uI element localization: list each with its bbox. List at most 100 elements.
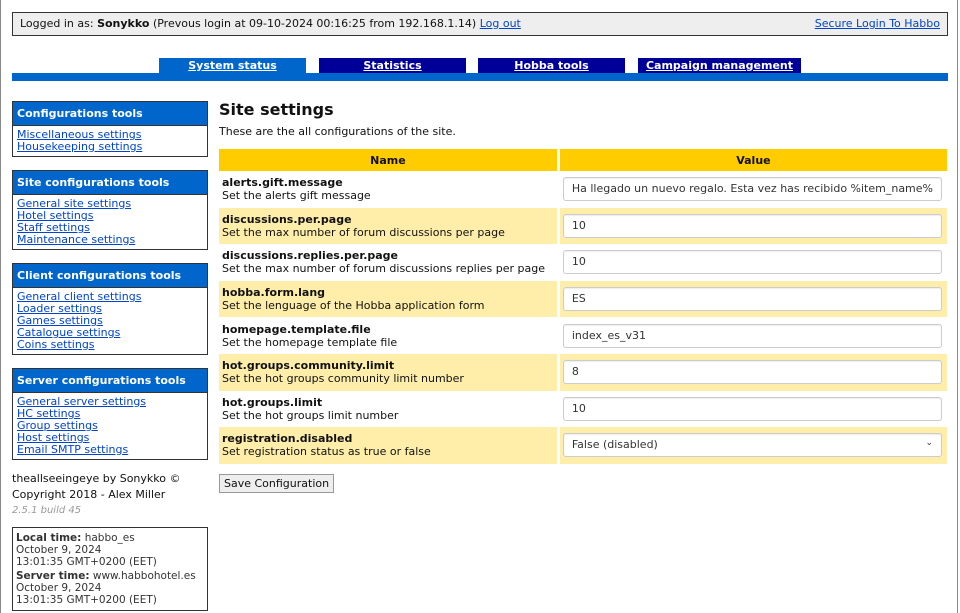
setting-name-cell: hobba.form.lang Set the lenguage of the H… [219,280,560,318]
logout-link[interactable]: Log out [479,17,521,30]
setting-description: Set the hot groups community limit numbe… [222,372,464,386]
credits-author: theallseeingeye by Sonykko © [12,472,181,485]
setting-value-input[interactable]: 8 [562,360,942,385]
setting-value-input[interactable]: 10 [562,213,942,238]
server-host: www.habbohotel.es [89,570,196,582]
login-bar: Logged in as: Sonykko (Prevous login at … [12,12,948,36]
settings-table: Name Value alerts.gift.message Set the ale… [219,149,947,464]
col-name-header: Name [219,149,560,171]
tab-hobba-tools[interactable]: Hobba tools [478,58,625,73]
tab-statistics[interactable]: Statistics [319,58,466,73]
setting-value-cell: 10 [560,244,947,281]
login-prefix: Logged in as: [20,17,98,30]
setting-value-cell: index_es_v31 [560,317,947,354]
login-info: (Prevous login at 09-10-2024 00:16:25 fr… [149,17,480,30]
tab-system-status[interactable]: System status [159,58,306,73]
setting-value-cell: ES [559,280,947,318]
setting-value-input[interactable]: Ha llegado un nuevo regalo. Esta vez has… [562,177,942,202]
setting-value-input[interactable]: 10 [562,396,942,421]
link-games-settings[interactable]: Games settings [17,314,103,327]
setting-value-cell: 8 [559,353,947,391]
setting-key: hot.groups.community.limit [222,359,395,373]
setting-key: homepage.template.file [222,322,371,336]
table-row: homepage.template.file Set the homepage t… [219,317,947,354]
server-date: October 9, 2024 [16,582,102,594]
credits-copyright: Copyright 2018 - Alex Miller [12,488,166,501]
value-text: 10 [571,218,586,232]
link-maintenance-settings[interactable]: Maintenance settings [17,233,136,246]
tab-label[interactable]: System status [188,59,277,72]
tab-label[interactable]: Hobba tools [514,59,589,72]
main-content: Site settings These are the all configur… [219,100,947,493]
value-text: ES [571,292,586,306]
group-title: Client configurations tools [13,264,207,288]
table-row: registration.disabled Set registration st… [219,427,947,464]
setting-value-input[interactable]: index_es_v31 [562,323,942,348]
local-time-label: Local time: [16,532,82,544]
setting-value-input[interactable]: ES [562,287,942,312]
setting-value-cell: 10 [560,391,947,428]
value-text: 10 [571,255,586,269]
link-hotel-settings[interactable]: Hotel settings [17,209,94,222]
setting-name-cell: discussions.replies.per.page Set the max … [219,244,560,281]
server-time: 13:01:35 GMT+0200 (EET) [16,594,157,606]
link-email-smtp-settings[interactable]: Email SMTP settings [17,443,129,456]
link-coins-settings[interactable]: Coins settings [17,338,95,351]
value-text: Ha llegado un nuevo regalo. Esta vez has… [571,182,933,196]
link-miscellaneous-settings[interactable]: Miscellaneous settings [17,128,142,141]
link-hc-settings[interactable]: HC settings [17,407,81,420]
link-host-settings[interactable]: Host settings [17,431,90,444]
link-loader-settings[interactable]: Loader settings [17,302,103,315]
setting-description: Set the max number of forum discussions … [222,262,546,276]
credits: theallseeingeye by Sonykko © Copyright 2… [12,471,208,519]
tab-label[interactable]: Campaign management [645,59,794,72]
table-row: hobba.form.lang Set the lenguage of the H… [219,280,947,318]
link-staff-settings[interactable]: Staff settings [17,221,90,234]
secure-login-link[interactable]: Secure Login To Habbo [814,17,940,30]
nav-tabs: System status Statistics Hobba tools Cam… [12,58,948,81]
save-configuration-button[interactable]: Save Configuration [219,473,335,493]
tab-label[interactable]: Statistics [363,59,422,72]
group-title: Configurations tools [13,102,207,126]
setting-key: discussions.per.page [222,212,352,226]
link-general-client-settings[interactable]: General client settings [17,290,142,303]
col-value-header: Value [559,149,947,171]
table-row: hot.groups.community.limit Set the hot gr… [219,353,947,391]
setting-key: hobba.form.lang [222,286,326,300]
link-catalogue-settings[interactable]: Catalogue settings [17,326,121,339]
setting-key: registration.disabled [222,432,353,446]
setting-name-cell: hot.groups.limit Set the hot groups limit… [219,390,560,428]
setting-description: Set the hot groups limit number [222,408,399,422]
version: 2.5.1 build 45 [12,505,82,516]
table-row: discussions.replies.per.page Set the max … [219,244,947,281]
setting-value-cell: Ha llegado un nuevo regalo. Esta vez has… [560,171,947,208]
link-housekeeping-settings[interactable]: Housekeeping settings [17,140,143,153]
value-text: False (disabled) [571,438,658,452]
setting-value-input[interactable]: 10 [562,250,942,275]
setting-name-cell: registration.disabled Set registration st… [219,427,560,464]
setting-name-cell: discussions.per.page Set the max number o… [219,207,560,245]
setting-value-cell: False (disabled) ⌄ [559,427,947,464]
setting-name-cell: homepage.template.file Set the homepage t… [219,317,560,354]
setting-value-select[interactable]: False (disabled) ⌄ [562,433,942,458]
link-general-server-settings[interactable]: General server settings [17,395,147,408]
chevron-down-icon: ⌄ [925,438,933,449]
sidebar: Configurations tools Miscellaneous setti… [12,101,208,611]
setting-description: Set the homepage template file [222,335,398,349]
group-title: Site configurations tools [13,171,207,195]
page-title: Site settings [219,100,334,119]
link-group-settings[interactable]: Group settings [17,419,98,432]
local-time: 13:01:35 GMT+0200 (EET) [16,556,157,568]
value-text: 8 [571,365,579,379]
link-general-site-settings[interactable]: General site settings [17,197,132,210]
setting-description: Set registration status as true or false [222,445,431,459]
sidebar-group-configurations: Configurations tools Miscellaneous setti… [12,101,208,157]
setting-description: Set the alerts gift message [222,189,371,203]
table-row: discussions.per.page Set the max number o… [219,207,947,245]
local-host: habbo_es [81,532,135,544]
setting-value-cell: 10 [559,207,947,245]
sidebar-group-site: Site configurations tools General site s… [12,170,208,250]
tab-campaign-management[interactable]: Campaign management [638,58,801,73]
setting-description: Set the max number of forum discussions … [222,225,505,239]
